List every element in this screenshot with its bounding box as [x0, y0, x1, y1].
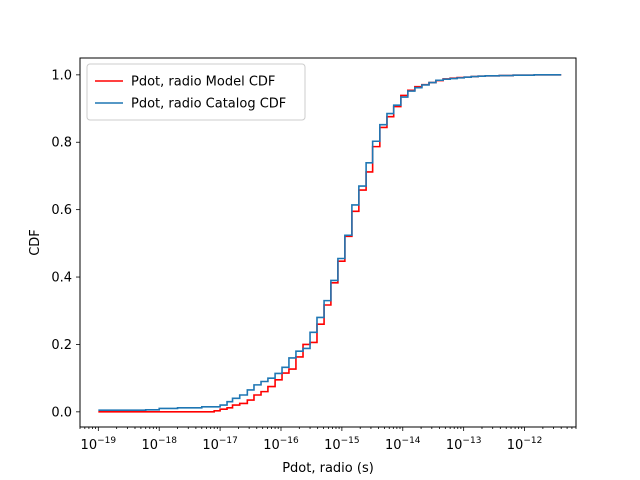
x-tick-label: 10−17 [202, 436, 238, 453]
legend-entry-label: Pdot, radio Catalog CDF [131, 97, 286, 112]
y-tick-label: 0.0 [51, 405, 72, 420]
y-tick-label: 0.6 [51, 203, 72, 218]
x-tick-label: 10−13 [446, 436, 482, 453]
series-line-catalog-cdf [98, 74, 562, 411]
series-layer [98, 74, 562, 413]
legend: Pdot, radio Model CDF Pdot, radio Catalog… [86, 63, 306, 121]
x-tick-label: 10−19 [81, 436, 117, 453]
y-axis: 0.0 0.2 0.4 0.6 0.8 1.0 [51, 68, 80, 420]
y-tick-label: 0.8 [51, 136, 72, 151]
legend-entry-label: Pdot, radio Model CDF [131, 75, 275, 90]
y-tick-label: 0.2 [51, 338, 72, 353]
x-tick-label: 10−18 [141, 436, 177, 453]
x-tick-label: 10−14 [385, 436, 421, 453]
legend-box [86, 63, 306, 121]
x-tick-label: 10−12 [507, 436, 543, 453]
x-tick-label: 10−16 [263, 436, 299, 453]
x-tick-label: 10−15 [324, 436, 360, 453]
x-axis-label: Pdot, radio (s) [282, 461, 374, 476]
x-axis: 10−19 10−18 10−17 10−16 10−15 10−14 10−13 10−12 [79, 427, 577, 453]
y-tick-label: 0.4 [51, 271, 72, 286]
y-tick-label: 1.0 [51, 68, 72, 83]
y-axis-label: CDF [28, 229, 43, 256]
